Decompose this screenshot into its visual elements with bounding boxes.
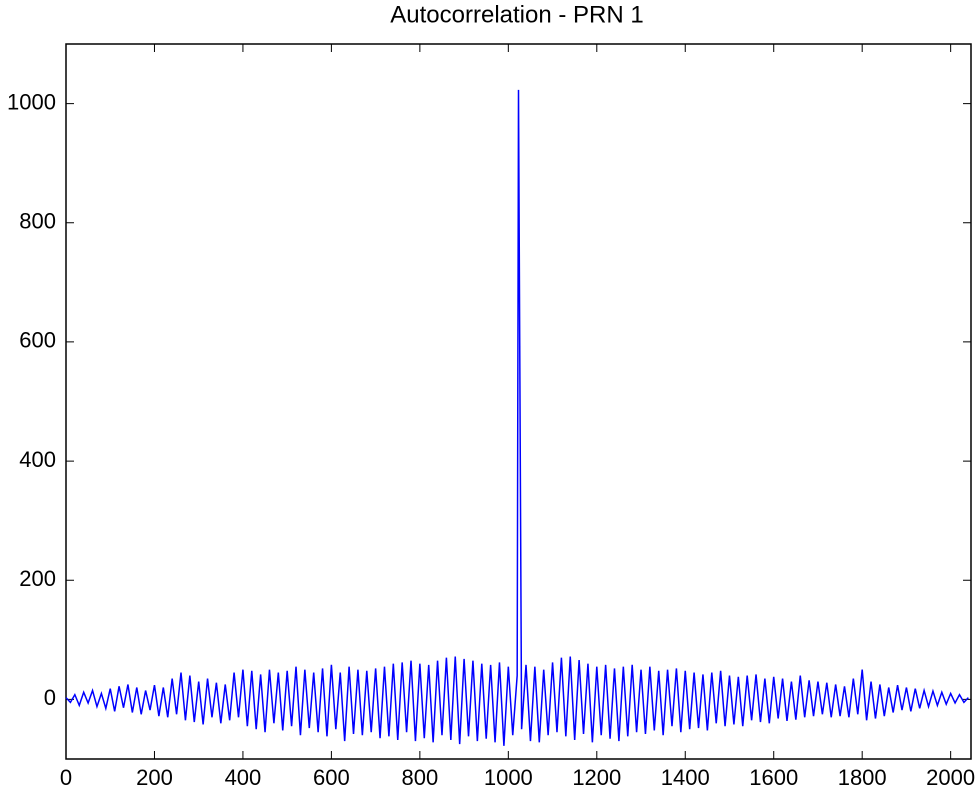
plot-frame (65, 43, 972, 760)
x-tick-label: 400 (225, 765, 262, 790)
x-tick-label: 1200 (572, 765, 621, 790)
x-tick-label: 800 (402, 765, 439, 790)
y-tick-label: 0 (44, 685, 56, 710)
y-tick-label: 600 (19, 328, 56, 353)
chart-title: Autocorrelation - PRN 1 (390, 1, 643, 28)
x-tick-label: 0 (60, 765, 72, 790)
x-tick-label: 1400 (661, 765, 710, 790)
data-line (65, 89, 969, 746)
x-tick-label: 200 (136, 765, 173, 790)
x-tick-label: 1800 (838, 765, 887, 790)
x-tick-label: 2000 (926, 765, 975, 790)
y-tick-label: 400 (19, 447, 56, 472)
y-tick-label: 200 (19, 566, 56, 591)
y-tick-label: 1000 (7, 89, 56, 114)
x-tick-label: 1600 (749, 765, 798, 790)
x-tick-label: 1000 (484, 765, 533, 790)
y-tick-label: 800 (19, 209, 56, 234)
x-tick-label: 600 (313, 765, 350, 790)
